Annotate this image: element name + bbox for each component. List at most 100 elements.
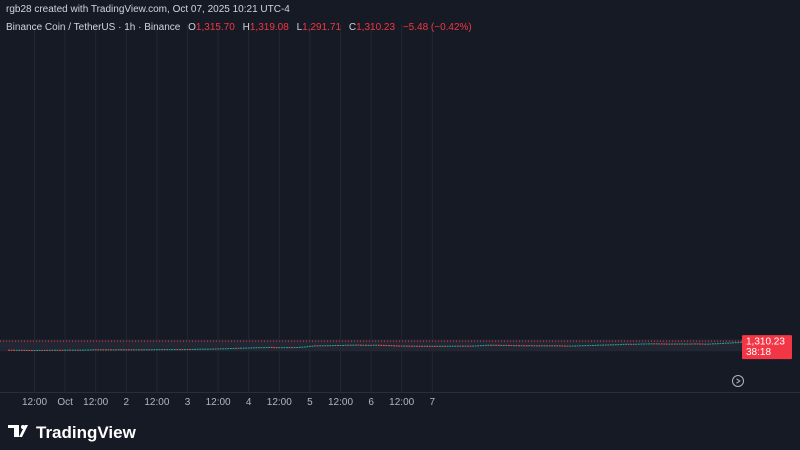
candle-body [479,345,482,347]
candle-body [176,349,179,351]
candle-body [303,346,306,348]
candle-body [711,343,714,345]
candle-body [191,349,194,351]
events-marker-circle [732,375,744,387]
candle-body [43,349,46,351]
candle-body [161,349,163,351]
events-marker-icon [736,378,741,384]
time-axis[interactable]: 12:00 Oct 12:00 2 12:00 3 12:00 4 12:00 5 12:00 6 12… [22,397,436,408]
candle-body [405,345,408,347]
candle-body [280,347,283,349]
candle-body [660,343,663,345]
candle-body [56,349,59,351]
candle-body [158,349,161,351]
candle-body [709,343,712,345]
candle-body [153,349,156,351]
candle-body [375,344,378,346]
candle-body [734,342,737,344]
candle-body [704,343,707,345]
candle-body [148,349,151,351]
candle-body [451,345,454,347]
candle-body [668,343,671,345]
candle-body [41,349,44,351]
candle-body [107,349,110,351]
candle-body [400,345,403,347]
candle-body [133,349,135,351]
candle-body [487,344,490,346]
candle-body [533,345,536,347]
ohlc-close-label: C [349,22,356,33]
candle-body [732,342,735,344]
candle-body [423,345,426,347]
symbol-name[interactable]: Binance Coin / TetherUS · 1h · Binance [6,22,181,33]
candle-body [344,344,347,346]
candle-body [76,349,79,351]
candle-body [36,349,38,351]
candle-body [13,349,15,351]
legend-header[interactable]: Binance Coin / TetherUS · 1h · Binance O… [6,22,472,33]
candle-body [324,345,327,347]
candle-body [739,341,742,343]
candle-body [306,346,309,348]
candle-body [416,345,418,347]
candle-body [25,349,28,351]
candle-body [163,349,166,351]
ohlc-close-value: 1,310.23 [356,22,395,33]
time-tick-label: 5 [307,397,313,408]
candle-body [316,345,319,347]
candle-body [686,343,689,345]
candle-body [500,344,503,346]
current-price-tag[interactable]: 1,310.23 38:18 [742,335,792,360]
ohlc-high-label: H [243,22,250,33]
candle-body [666,343,668,345]
candle-body [395,345,398,347]
candle-body [117,349,120,351]
candle-body [273,347,276,349]
candle-body [418,345,421,347]
candle-body [145,349,148,351]
candle-body [589,345,592,347]
time-tick-label: Oct [57,397,73,408]
candle-body [263,347,265,349]
candle-body [663,343,666,345]
candle-body [446,345,449,347]
candle-body [490,344,492,346]
candle-body [650,343,653,345]
candle-body [319,345,321,347]
candle-body [699,343,701,345]
candle-body [209,348,212,350]
tradingview-logo-dot [21,425,25,429]
candle-body [352,344,355,346]
candle-body [635,343,638,345]
events-marker[interactable] [732,375,744,387]
candle-body [79,349,82,351]
candle-body [48,349,51,351]
candle-body [620,344,622,346]
candle-body [367,344,370,346]
candle-body [513,345,515,347]
candle-body [296,347,299,349]
candle-body [250,347,253,349]
candle-body [737,342,740,344]
candle-body [291,347,293,349]
candle-body [268,346,270,348]
candle-body [38,349,41,351]
candle-body [528,345,531,347]
candle-body [535,345,538,347]
candle-body [439,345,441,347]
tradingview-logo[interactable]: TradingView [8,423,137,442]
candle-body [454,345,457,347]
candle-body [201,348,204,350]
candle-body [571,345,574,347]
candle-body [18,349,21,351]
candle-body [229,348,232,350]
current-price-tag-box [742,335,792,360]
candle-body [594,344,597,346]
candle-body [102,349,105,351]
candle-body [204,348,207,350]
candle-body [143,349,146,351]
candle-body [459,345,462,347]
candle-body [69,349,72,351]
candle-body [617,344,620,346]
